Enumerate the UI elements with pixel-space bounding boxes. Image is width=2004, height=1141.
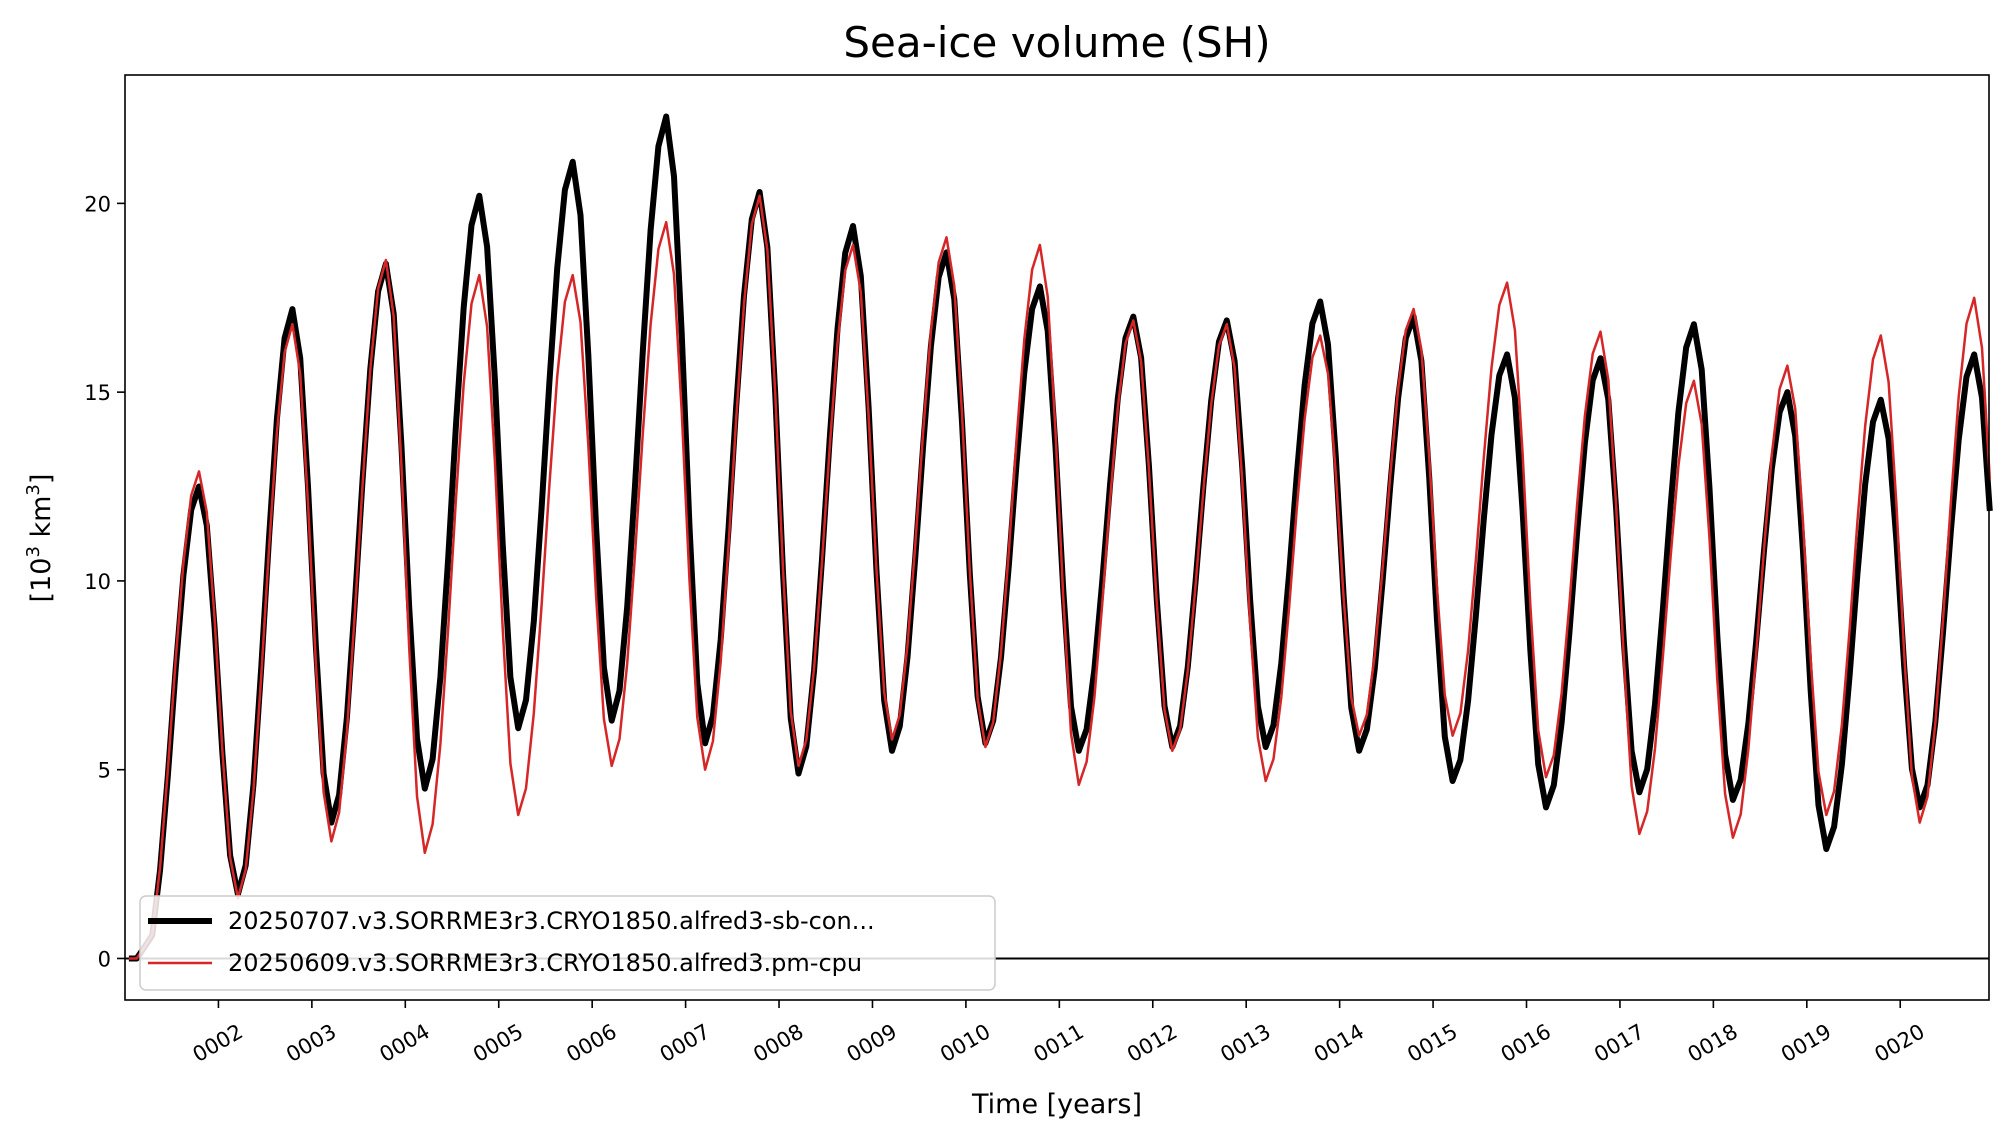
chart-title: Sea-ice volume (SH)	[843, 18, 1270, 67]
y-axis: 0 5 10 15 20	[84, 192, 125, 971]
y-axis-title: [103 km3]	[23, 474, 57, 603]
y-axis-title-exp2: 3	[23, 484, 44, 495]
y-axis-title-mid: km	[26, 496, 57, 547]
y-axis-title-exp1: 3	[23, 546, 44, 557]
y-tick-label: 15	[84, 381, 111, 405]
legend: 20250707.v3.SORRME3r3.CRYO1850.alfred3-s…	[139, 895, 996, 991]
plot-frame	[124, 74, 1990, 1001]
y-tick-label: 20	[84, 192, 111, 216]
y-tick-label: 10	[84, 570, 111, 594]
y-axis-title-end: ]	[26, 474, 57, 485]
legend-box	[139, 895, 996, 991]
series-line-2	[128, 194, 1992, 960]
y-axis-title-base: [10	[26, 558, 57, 603]
legend-label-series-2: 20250609.v3.SORRME3r3.CRYO1850.alfred3.p…	[228, 949, 862, 977]
legend-label-series-1: 20250707.v3.SORRME3r3.CRYO1850.alfred3-s…	[228, 907, 875, 935]
x-axis-title: Time [years]	[971, 1089, 1142, 1120]
y-tick-label: 0	[98, 947, 111, 971]
y-tick-label: 5	[98, 759, 111, 783]
